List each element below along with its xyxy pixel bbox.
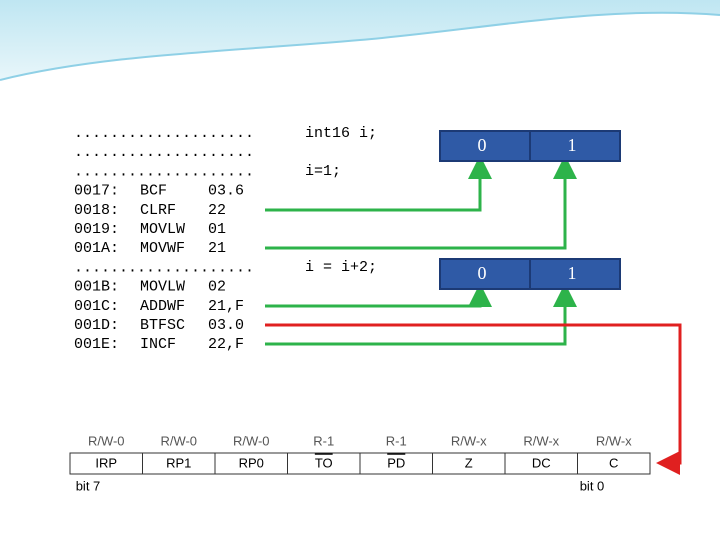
code-text: 001A:	[74, 240, 119, 257]
code-text: 01	[208, 221, 226, 238]
source-line: i = i+2;	[305, 259, 377, 276]
code-text: 22,F	[208, 336, 244, 353]
bit-box	[529, 258, 621, 290]
access-label: R/W-x	[451, 433, 487, 448]
code-text: 02	[208, 279, 226, 296]
bit-value: 1	[568, 135, 577, 155]
arrow	[265, 155, 492, 212]
code-text: MOVLW	[140, 279, 185, 296]
arrow	[265, 283, 492, 308]
code-text: CLRF	[140, 202, 176, 219]
code-text: ADDWF	[140, 298, 185, 315]
code-text: INCF	[140, 336, 176, 353]
code-text: 001C:	[74, 298, 119, 315]
code-text: ....................	[74, 125, 254, 142]
access-label: R-1	[313, 433, 334, 448]
code-text: 001E:	[74, 336, 119, 353]
bit-name: RP1	[166, 455, 191, 470]
arrows	[265, 155, 577, 346]
bit-value: 1	[568, 263, 577, 283]
bit-name: Z	[465, 455, 473, 470]
code-text: ....................	[74, 259, 254, 276]
bit-box	[529, 130, 621, 162]
access-label: R/W-0	[88, 433, 125, 448]
code-text: 21	[208, 240, 226, 257]
bit-name: RP0	[239, 455, 264, 470]
bit-high: bit 7	[76, 478, 101, 493]
code-text: 21,F	[208, 298, 244, 315]
access-label: R/W-x	[596, 433, 632, 448]
code-text: 0019:	[74, 221, 119, 238]
bit-name: IRP	[95, 455, 117, 470]
bit-name: C	[609, 455, 618, 470]
arrow	[265, 283, 577, 346]
access-label: R/W-0	[160, 433, 197, 448]
header-wave-line	[0, 11, 720, 81]
bit-value: 0	[478, 263, 487, 283]
code-text: BTFSC	[140, 317, 185, 334]
code-text: MOVLW	[140, 221, 185, 238]
register-cell	[577, 452, 651, 475]
code-text: 22	[208, 202, 226, 219]
bit-box	[439, 130, 531, 162]
code-text: 03.6	[208, 183, 244, 200]
access-label: R-1	[386, 433, 407, 448]
code-text: ....................	[74, 144, 254, 161]
bit-name: TO	[315, 455, 333, 470]
code-text: 03.0	[208, 317, 244, 334]
bit-name: PD	[387, 455, 405, 470]
access-label: R/W-0	[233, 433, 270, 448]
code-text: 001D:	[74, 317, 119, 334]
access-label: R/W-x	[523, 433, 559, 448]
code-text: BCF	[140, 183, 167, 200]
source-line: i=1;	[305, 163, 341, 180]
bit-name: DC	[532, 455, 551, 470]
source-line: int16 i;	[305, 125, 377, 142]
code-text: 0018:	[74, 202, 119, 219]
arrow	[265, 323, 682, 475]
bit-low: bit 0	[580, 478, 605, 493]
arrow	[265, 155, 577, 250]
bit-value: 0	[478, 135, 487, 155]
code-text: ....................	[74, 163, 254, 180]
code-text: MOVWF	[140, 240, 185, 257]
code-text: 0017:	[74, 183, 119, 200]
code-text: 001B:	[74, 279, 119, 296]
